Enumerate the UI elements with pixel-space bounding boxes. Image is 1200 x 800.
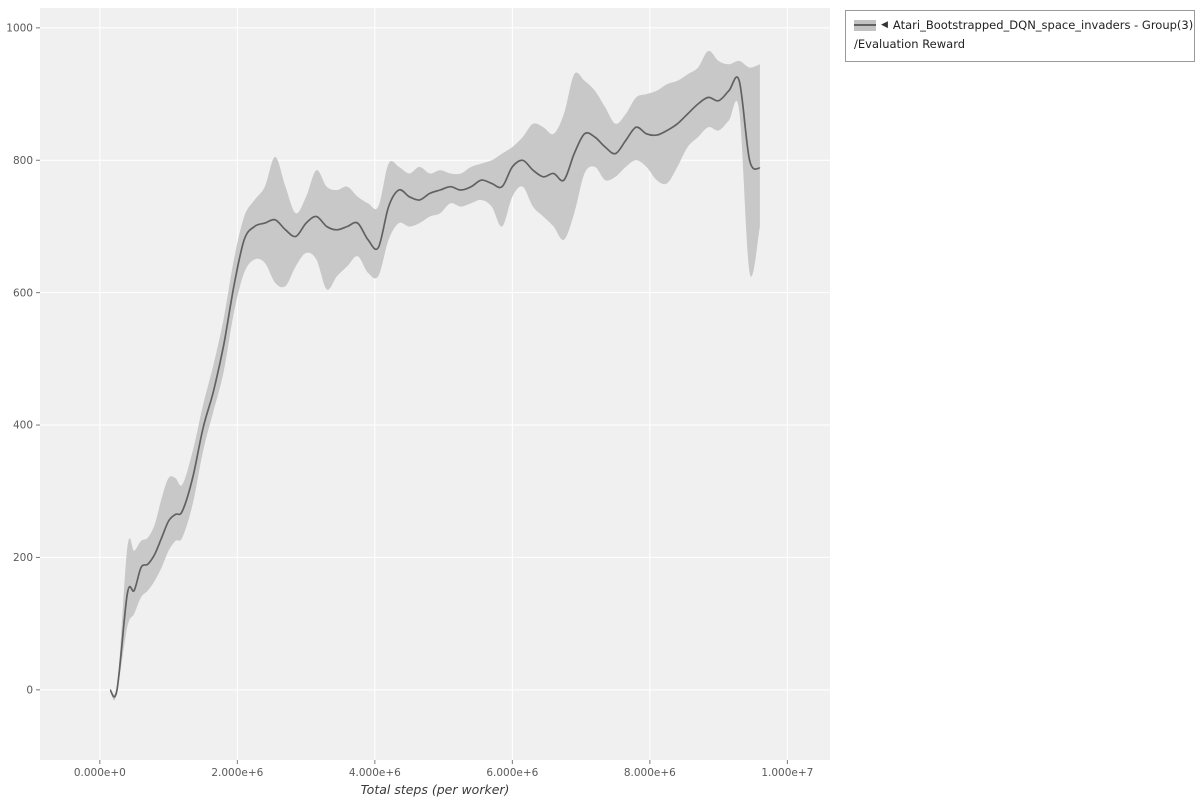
tick-marks	[36, 27, 788, 764]
y-tick-label: 600	[13, 287, 33, 299]
y-tick-label: 800	[13, 155, 33, 167]
legend[interactable]: ◀ Atari_Bootstrapped_DQN_space_invaders …	[845, 10, 1195, 62]
x-tick-label: 0.000e+0	[74, 767, 126, 779]
mean-line	[109, 76, 761, 698]
collapse-triangle-icon[interactable]: ◀	[881, 19, 888, 30]
y-tick-label: 400	[13, 420, 33, 432]
gridlines	[40, 8, 830, 760]
y-tick-label: 0	[26, 685, 33, 697]
confidence-band	[110, 50, 760, 701]
x-tick-label: 6.000e+6	[486, 767, 538, 779]
x-axis-title: Total steps (per worker)	[360, 782, 510, 797]
legend-entry[interactable]: ◀ Atari_Bootstrapped_DQN_space_invaders …	[854, 17, 1193, 35]
legend-swatch-icon	[854, 20, 876, 32]
x-tick-label: 1.000e+7	[761, 767, 813, 779]
legend-swatch-line-icon	[854, 24, 876, 27]
y-tick-label: 1000	[6, 23, 33, 35]
x-tick-label: 2.000e+6	[211, 767, 263, 779]
reward-line-chart: 0.000e+0 2.000e+6 4.000e+6 6.000e+6 8.000e+6…	[6, 8, 830, 779]
tick-labels: 0.000e+0 2.000e+6 4.000e+6 6.000e+6 8.000e+6…	[6, 23, 813, 779]
y-tick-label: 200	[13, 552, 33, 564]
x-tick-label: 4.000e+6	[349, 767, 401, 779]
legend-label-line2: /Evaluation Reward	[854, 36, 966, 51]
legend-label-line1: Atari_Bootstrapped_DQN_space_invaders - …	[892, 18, 1194, 32]
x-tick-label: 8.000e+6	[624, 767, 676, 779]
